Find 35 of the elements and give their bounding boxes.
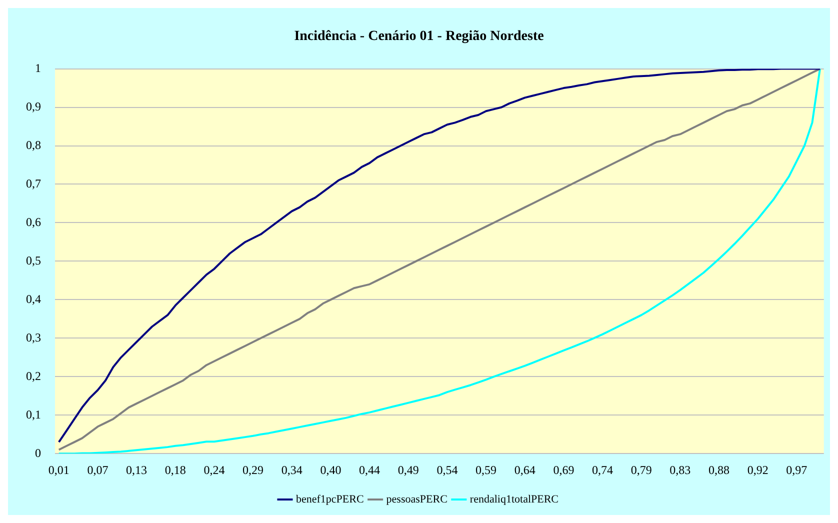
- y-tick-label: 0,6: [26, 214, 41, 229]
- y-tick-label: 0: [35, 446, 41, 460]
- y-tick-label: 0,9: [26, 99, 41, 114]
- x-tick-label: 0,13: [126, 462, 148, 477]
- legend-label: rendaliq1totalPERC: [470, 493, 559, 506]
- x-tick-label: 0,64: [514, 462, 536, 477]
- x-tick-label: 0,24: [204, 462, 225, 477]
- y-tick-label: 0,7: [26, 176, 41, 190]
- y-tick-label: 1: [35, 60, 41, 75]
- x-tick-label: 0,29: [242, 462, 264, 477]
- y-tick-label: 0,5: [26, 253, 41, 268]
- x-tick-label: 0,49: [398, 462, 419, 477]
- x-tick-label: 0,40: [320, 462, 342, 477]
- legend-label: pessoasPERC: [386, 493, 448, 506]
- chart-title: Incidência - Cenário 01 - Região Nordeste: [294, 29, 544, 44]
- y-tick-label: 0,2: [26, 368, 41, 383]
- x-tick-label: 0,44: [359, 462, 380, 477]
- x-tick-label: 0,92: [747, 462, 768, 477]
- x-tick-label: 0,59: [476, 462, 497, 477]
- x-tick-label: 0,79: [630, 462, 652, 477]
- y-tick-label: 0,3: [26, 330, 41, 344]
- x-tick-label: 0,34: [281, 462, 302, 477]
- y-tick-label: 0,4: [26, 292, 41, 306]
- x-tick-label: 0,07: [87, 462, 108, 477]
- x-tick-label: 0,01: [48, 462, 70, 477]
- x-tick-label: 0,97: [786, 462, 808, 477]
- x-tick-label: 0,69: [553, 462, 574, 477]
- y-tick-label: 0,8: [26, 138, 41, 152]
- x-tick-label: 0,88: [708, 462, 730, 477]
- x-tick-label: 0,74: [592, 462, 614, 477]
- x-tick-label: 0,54: [436, 462, 458, 477]
- y-tick-label: 0,1: [26, 407, 41, 422]
- x-tick-label: 0,18: [164, 462, 186, 477]
- legend-label: benef1pcPERC: [296, 493, 364, 506]
- x-tick-label: 0,83: [670, 462, 691, 477]
